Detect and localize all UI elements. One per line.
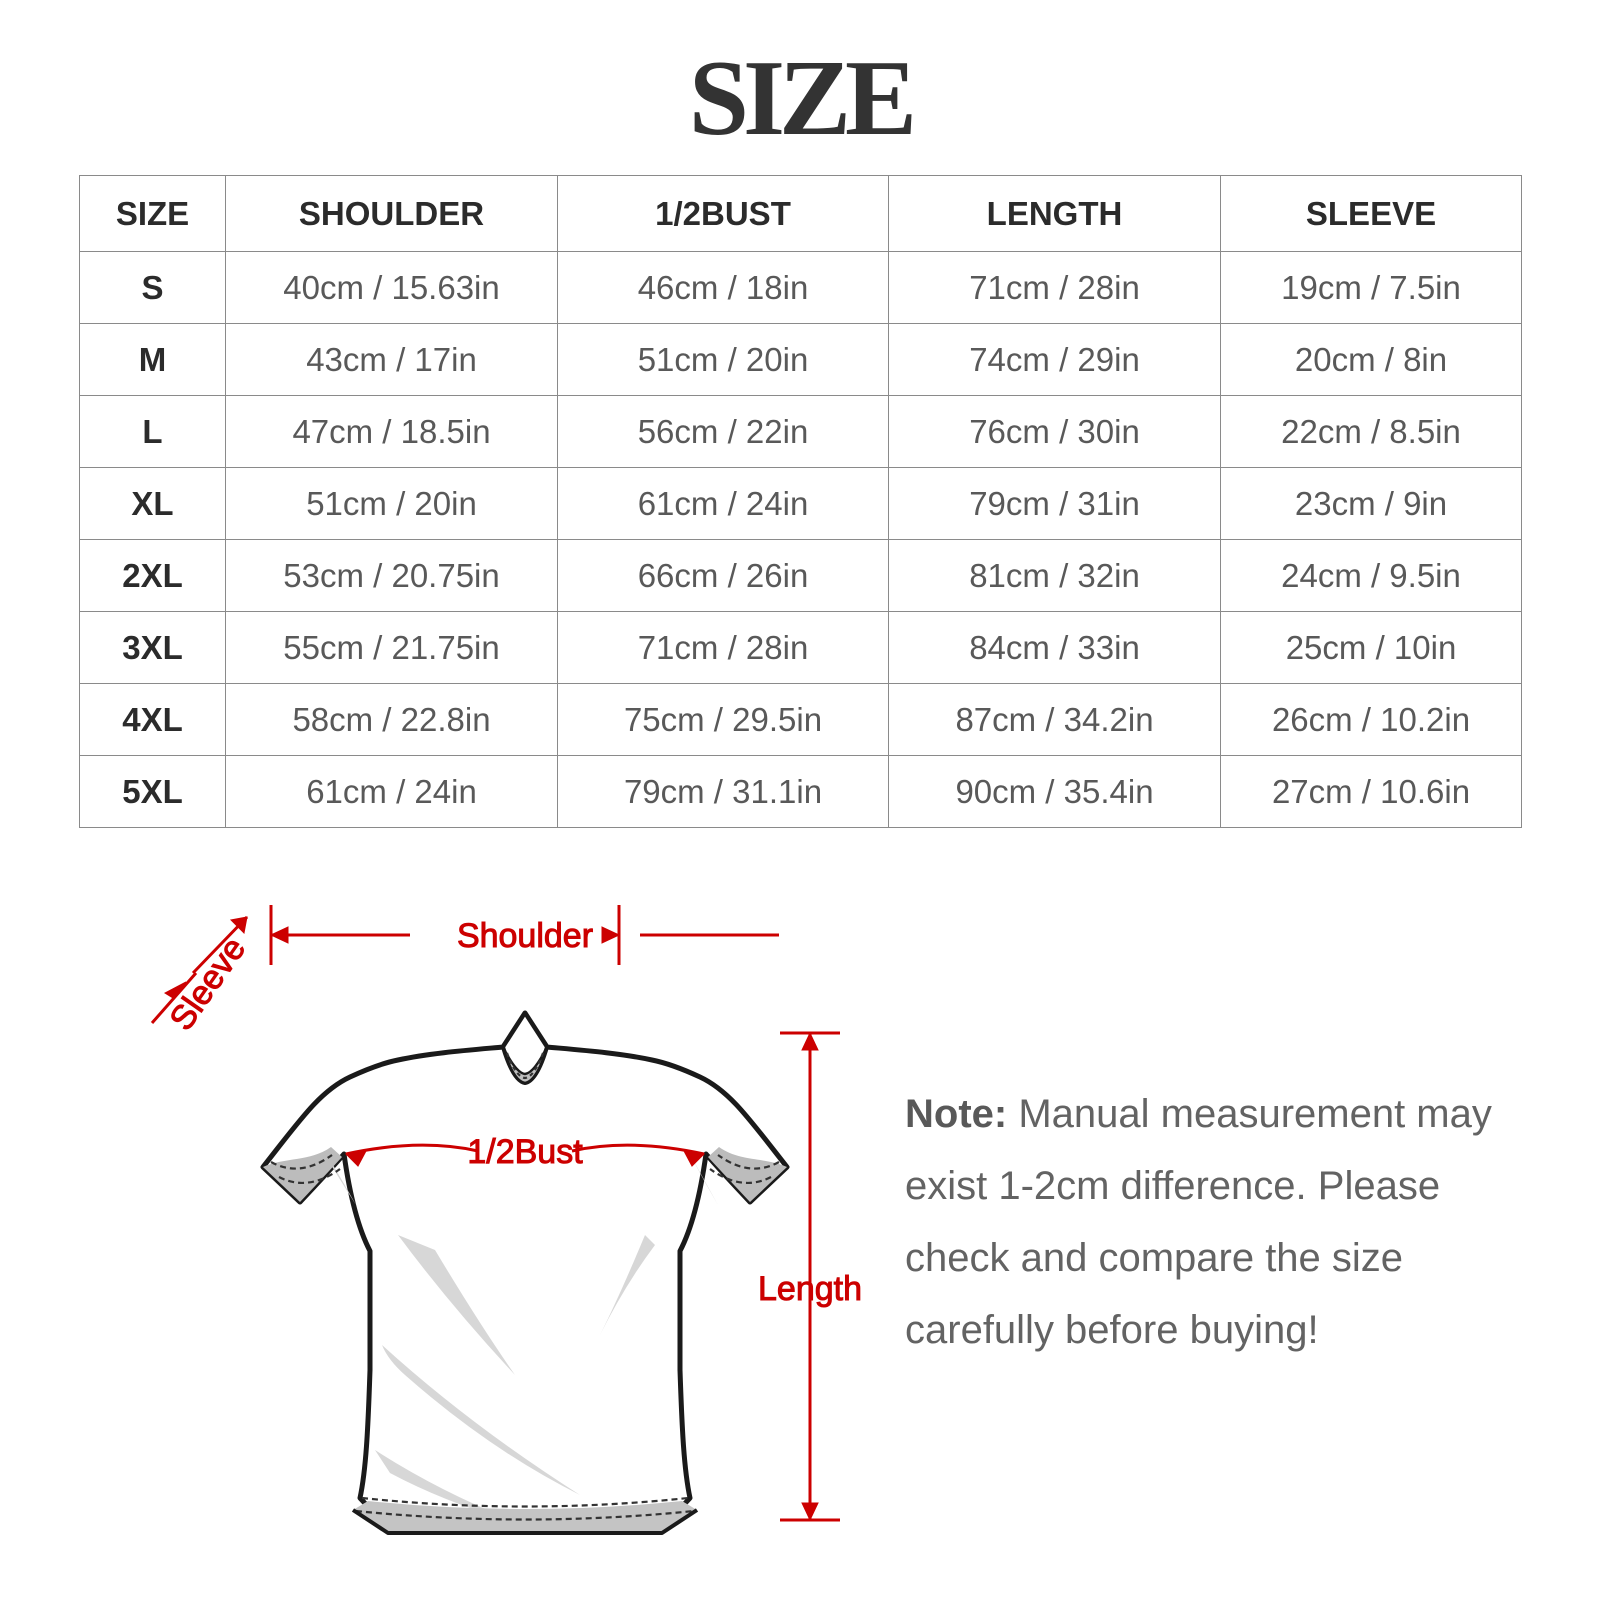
svg-text:1/2Bust: 1/2Bust <box>467 1133 583 1171</box>
svg-text:Shoulder: Shoulder <box>457 917 593 955</box>
svg-text:Sleeve: Sleeve <box>162 930 253 1037</box>
svg-text:Length: Length <box>758 1270 862 1308</box>
